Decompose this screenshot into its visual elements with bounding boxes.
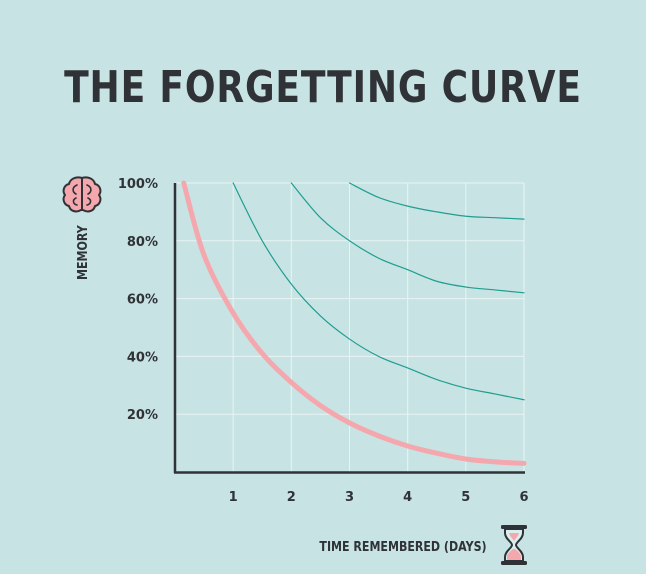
forgetting-curve-line	[181, 180, 527, 466]
chart-title: THE FORGETTING CURVE	[64, 62, 582, 113]
y-tick-label: 80%	[127, 235, 158, 250]
x-axis-label: TIME REMEMBERED (DAYS)	[319, 539, 486, 554]
review-curve-line	[232, 182, 525, 401]
x-tick-label: 6	[519, 490, 528, 505]
y-tick-label: 100%	[118, 177, 158, 192]
axes	[173, 183, 525, 474]
tick-labels: 20% 40% 60% 80% 100% 1 2 3 4 5 6	[118, 177, 529, 505]
y-tick-label: 60%	[127, 293, 158, 308]
series-lines	[181, 180, 527, 466]
x-tick-label: 3	[345, 490, 354, 505]
x-tick-label: 5	[461, 490, 470, 505]
review-curve-line	[348, 182, 525, 220]
y-axis-label: MEMORY	[75, 225, 90, 280]
brain-icon	[62, 176, 102, 213]
y-tick-label: 20%	[127, 408, 158, 423]
hourglass-icon	[501, 525, 527, 565]
y-tick-label: 40%	[127, 350, 158, 365]
x-tick-label: 4	[403, 490, 412, 505]
x-tick-label: 2	[287, 490, 296, 505]
review-curve-line	[290, 182, 525, 294]
grid	[175, 182, 525, 472]
x-tick-label: 1	[229, 490, 238, 505]
